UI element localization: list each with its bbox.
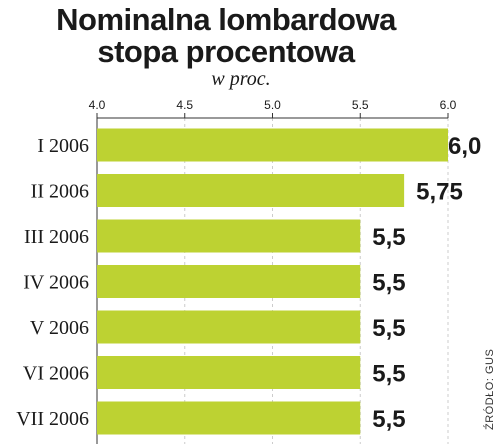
value-label: 5,5	[372, 270, 405, 297]
bar	[97, 401, 361, 435]
chart-title: Nominalna lombardowa stopa procentowa	[0, 4, 452, 68]
value-label: 5,5	[372, 224, 405, 251]
value-label: 5,5	[372, 315, 405, 342]
bar	[97, 174, 405, 207]
category-label: VI 2006	[23, 363, 89, 385]
bar	[97, 219, 361, 253]
value-label: 6,0	[448, 133, 481, 160]
bar	[97, 310, 361, 344]
bar	[97, 128, 448, 162]
category-label: V 2006	[30, 317, 89, 339]
category-label: I 2006	[37, 135, 89, 157]
x-tick-label: 4.0	[89, 98, 106, 112]
category-label: IV 2006	[23, 272, 89, 294]
chart-title-line2: stopa procentowa	[97, 34, 355, 69]
category-label: III 2006	[24, 226, 89, 248]
value-label: 5,75	[416, 179, 463, 206]
source-label: ŹRÓDŁO: GUS	[484, 348, 496, 430]
value-label: 5,5	[372, 361, 405, 388]
category-label: VII 2006	[16, 408, 89, 430]
x-tick-label: 5.0	[264, 98, 281, 112]
chart-unit-label: w proc.	[211, 68, 271, 90]
chart-title-line1: Nominalna lombardowa	[56, 2, 396, 37]
category-label: II 2006	[31, 181, 89, 203]
x-tick-label: 5.5	[352, 98, 369, 112]
bar	[97, 265, 361, 298]
x-tick-label: 6.0	[440, 98, 457, 112]
value-label: 5,5	[372, 406, 405, 433]
bar	[97, 356, 361, 389]
x-tick-label: 4.5	[176, 98, 193, 112]
